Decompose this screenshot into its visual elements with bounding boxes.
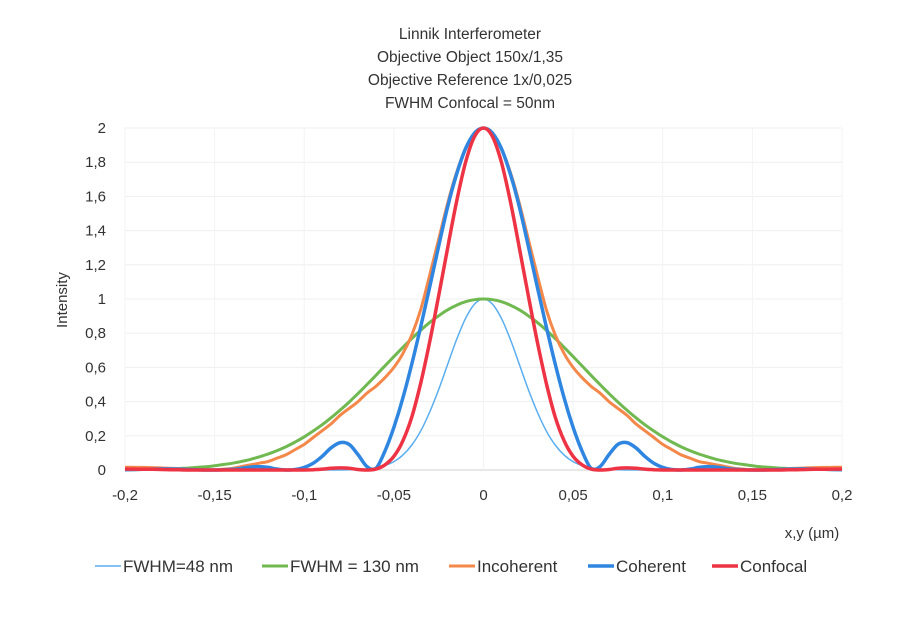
legend-item: FWHM=48 nm [95, 557, 233, 576]
x-tick-label: 0,2 [832, 487, 853, 504]
y-tick-label: 1,6 [85, 188, 106, 205]
legend-item: Coherent [588, 557, 686, 576]
x-tick-label: 0,1 [652, 487, 673, 504]
y-tick-label: 0,2 [85, 428, 106, 445]
legend-label: FWHM=48 nm [123, 557, 233, 576]
y-tick-label: 1,2 [85, 257, 106, 274]
x-tick-label: -0,2 [112, 487, 138, 504]
chart-title-line-2: Objective Object 150x/1,35 [376, 49, 564, 66]
y-tick-label: 0,8 [85, 325, 106, 342]
chart-title-line-4: FWHM Confocal = 50nm [384, 95, 556, 112]
x-tick-label: 0,15 [738, 487, 767, 504]
legend-label: FWHM = 130 nm [290, 557, 419, 576]
y-tick-label: 1,4 [85, 223, 106, 240]
legend-item: FWHM = 130 nm [262, 557, 419, 576]
legend-label: Incoherent [477, 557, 558, 576]
y-tick-label: 0 [98, 462, 106, 479]
chart-title-line-3: Objective Reference 1x/0,025 [367, 72, 573, 89]
legend-item: Incoherent [449, 557, 558, 576]
x-tick-label: -0,1 [291, 487, 317, 504]
legend-item: Confocal [712, 557, 807, 576]
y-tick-label: 1 [98, 291, 106, 308]
legend-label: Confocal [740, 557, 807, 576]
legend-label: Coherent [616, 557, 686, 576]
x-tick-label: -0,15 [198, 487, 232, 504]
series-line-confocal [124, 126, 842, 472]
x-axis-label: x,y (µm) [785, 525, 839, 542]
y-tick-label: 2 [98, 120, 106, 137]
x-tick-label: -0,05 [377, 487, 411, 504]
y-tick-label: 1,8 [85, 154, 106, 171]
y-tick-label: 0,6 [85, 359, 106, 376]
y-axis-label: Intensity [54, 272, 71, 328]
x-tick-label: 0,05 [559, 487, 588, 504]
series-line-fwhm-130-nm [124, 297, 843, 472]
x-tick-label: 0 [479, 487, 487, 504]
chart-title-line-1: Linnik Interferometer [398, 26, 542, 43]
y-tick-label: 0,4 [85, 394, 106, 411]
